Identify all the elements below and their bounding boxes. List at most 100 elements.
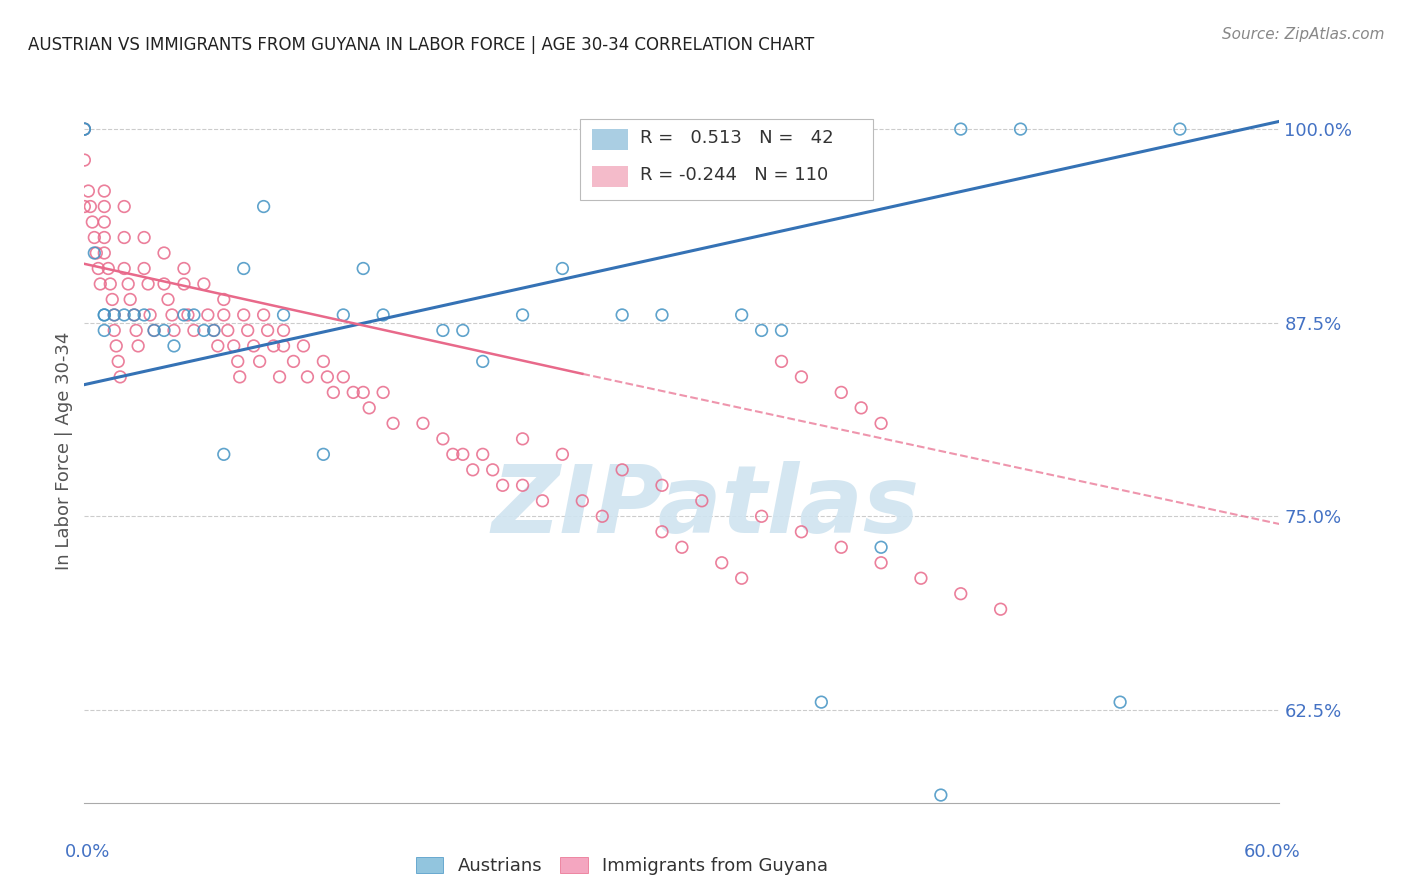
Point [870,417,893,431]
Point [73,122,96,136]
Point [731,308,754,322]
Point [671,541,693,555]
Point [120,293,142,307]
Point [93,215,115,229]
Point [93,308,115,322]
Point [571,493,593,508]
FancyBboxPatch shape [592,166,628,187]
Point [87,261,110,276]
Point [332,308,354,322]
Point [690,493,713,508]
Point [373,308,395,322]
Point [651,308,673,322]
Point [949,587,972,601]
Point [139,308,162,322]
Point [153,323,176,337]
Text: ZIPatlas: ZIPatlas [492,461,920,553]
Point [269,370,291,384]
Point [292,339,315,353]
Point [830,385,852,400]
Legend: Austrians, Immigrants from Guyana: Austrians, Immigrants from Guyana [416,856,828,875]
Point [441,447,464,461]
Text: 60.0%: 60.0% [1244,843,1301,861]
Point [810,695,832,709]
Point [79,200,101,214]
Point [117,277,139,291]
Point [93,200,115,214]
Point [1010,122,1032,136]
Point [97,261,120,276]
Point [103,308,125,322]
Point [312,354,335,368]
Point [471,447,494,461]
Point [731,571,754,585]
Point [222,339,245,353]
Point [790,370,813,384]
Point [870,541,893,555]
Point [112,200,135,214]
Point [132,230,156,244]
FancyBboxPatch shape [581,120,873,201]
Point [612,308,634,322]
Point [263,339,285,353]
Point [173,261,195,276]
Point [451,323,474,337]
Point [297,370,319,384]
Point [790,524,813,539]
Point [73,153,96,167]
Point [651,478,673,492]
Point [851,401,873,415]
Point [193,277,215,291]
Point [125,323,148,337]
Point [212,293,235,307]
Point [990,602,1012,616]
Point [143,323,166,337]
Point [830,541,852,555]
Text: R = -0.244   N = 110: R = -0.244 N = 110 [640,166,828,184]
Point [112,261,135,276]
Point [232,308,254,322]
Point [253,308,276,322]
Point [153,246,176,260]
Point [352,261,374,276]
Point [242,339,264,353]
Point [451,447,474,461]
Point [512,478,534,492]
Point [105,339,128,353]
Point [132,308,156,322]
Text: Source: ZipAtlas.com: Source: ZipAtlas.com [1222,27,1385,42]
Point [312,447,335,461]
Point [612,463,634,477]
Point [127,339,149,353]
Point [122,308,145,322]
Point [412,417,434,431]
Text: 0.0%: 0.0% [65,843,110,861]
Point [163,323,186,337]
Point [770,323,793,337]
Point [332,370,354,384]
Point [103,308,125,322]
Point [177,308,200,322]
Point [202,323,225,337]
Point [283,354,305,368]
Point [217,323,239,337]
Point [531,493,554,508]
Point [103,323,125,337]
Point [273,339,295,353]
Point [112,230,135,244]
Point [512,308,534,322]
Point [93,184,115,198]
Point [751,323,773,337]
Point [73,122,96,136]
Point [173,277,195,291]
Point [83,230,105,244]
Point [751,509,773,524]
Point [86,246,108,260]
Point [591,509,613,524]
Point [461,463,484,477]
Point [112,308,135,322]
Point [551,261,574,276]
Point [93,230,115,244]
FancyBboxPatch shape [592,129,628,150]
Point [212,447,235,461]
